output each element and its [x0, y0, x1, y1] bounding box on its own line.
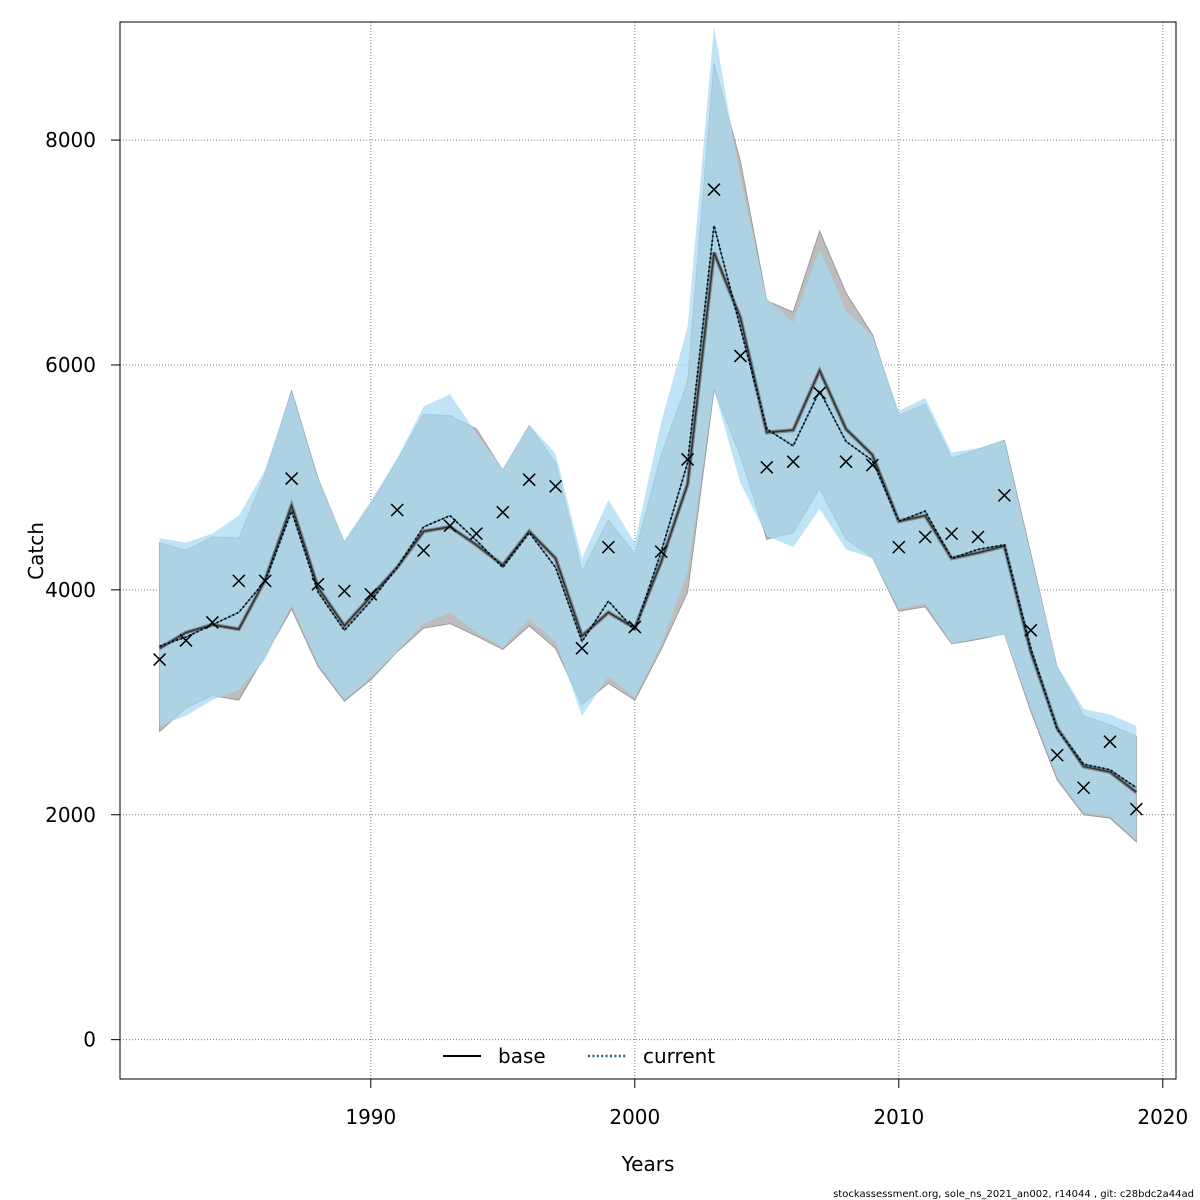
observation-point	[153, 653, 167, 667]
x-axis-title: Years	[621, 1152, 675, 1176]
observation-point	[364, 587, 378, 601]
observation-point	[179, 633, 193, 647]
x-tick-label: 2020	[1137, 1105, 1188, 1129]
y-tick-label: 6000	[45, 353, 96, 377]
band-current	[159, 26, 1137, 841]
observation-point	[1077, 781, 1091, 795]
observation-point	[1129, 802, 1143, 816]
line-current	[159, 225, 1137, 789]
observation-point	[232, 574, 246, 588]
legend-base-label: base	[498, 1044, 546, 1068]
y-tick-label: 4000	[45, 578, 96, 602]
observation-point	[813, 386, 827, 400]
confidence-bands	[159, 26, 1137, 843]
observation-point	[575, 641, 589, 655]
observation-point	[417, 543, 431, 558]
observation-point	[733, 349, 747, 363]
observation-point	[443, 519, 457, 533]
observation-point	[205, 615, 219, 629]
observation-point	[681, 452, 695, 466]
observation-point	[918, 530, 932, 544]
observation-point	[997, 488, 1011, 502]
observation-point	[390, 503, 404, 517]
footer-credit: stockassessment.org, sole_ns_2021_an002,…	[833, 1189, 1194, 1200]
observation-point	[311, 577, 325, 591]
x-tick-label: 2010	[873, 1105, 924, 1129]
observation-point	[1050, 748, 1064, 762]
observation-point	[628, 620, 642, 634]
observation-points	[153, 183, 1143, 816]
observation-point	[337, 584, 351, 598]
observation-point	[496, 505, 510, 519]
x-tick-label: 2000	[609, 1105, 660, 1129]
observation-point	[892, 540, 906, 554]
series-lines	[158, 225, 1138, 794]
y-tick-label: 8000	[45, 128, 96, 152]
observation-point	[469, 527, 483, 541]
observation-point	[285, 472, 299, 486]
observation-point	[258, 574, 272, 588]
observation-point	[945, 527, 959, 541]
observation-point	[971, 530, 985, 544]
line-base	[159, 252, 1137, 793]
observation-point	[522, 473, 536, 487]
observation-point	[865, 458, 879, 472]
observation-point	[549, 479, 563, 493]
legend-current-label: current	[643, 1044, 715, 1068]
x-tick-label: 1990	[345, 1105, 396, 1129]
observation-point	[760, 460, 774, 474]
observation-point	[707, 183, 721, 197]
observation-point	[786, 455, 800, 469]
observation-point	[1103, 735, 1117, 749]
y-axis-title: Catch	[24, 522, 48, 580]
y-tick-label: 0	[83, 1028, 96, 1052]
observation-point	[654, 545, 668, 559]
y-axis: 0 2000 4000 6000 8000	[45, 128, 120, 1052]
plot-frame	[119, 21, 1177, 1080]
observation-point	[601, 540, 615, 554]
y-tick-label: 2000	[45, 803, 96, 827]
observation-point	[1024, 623, 1038, 637]
legend: base current	[443, 1044, 715, 1068]
x-axis: 1990 2000 2010 2020	[345, 1079, 1188, 1129]
observation-point	[839, 455, 853, 469]
